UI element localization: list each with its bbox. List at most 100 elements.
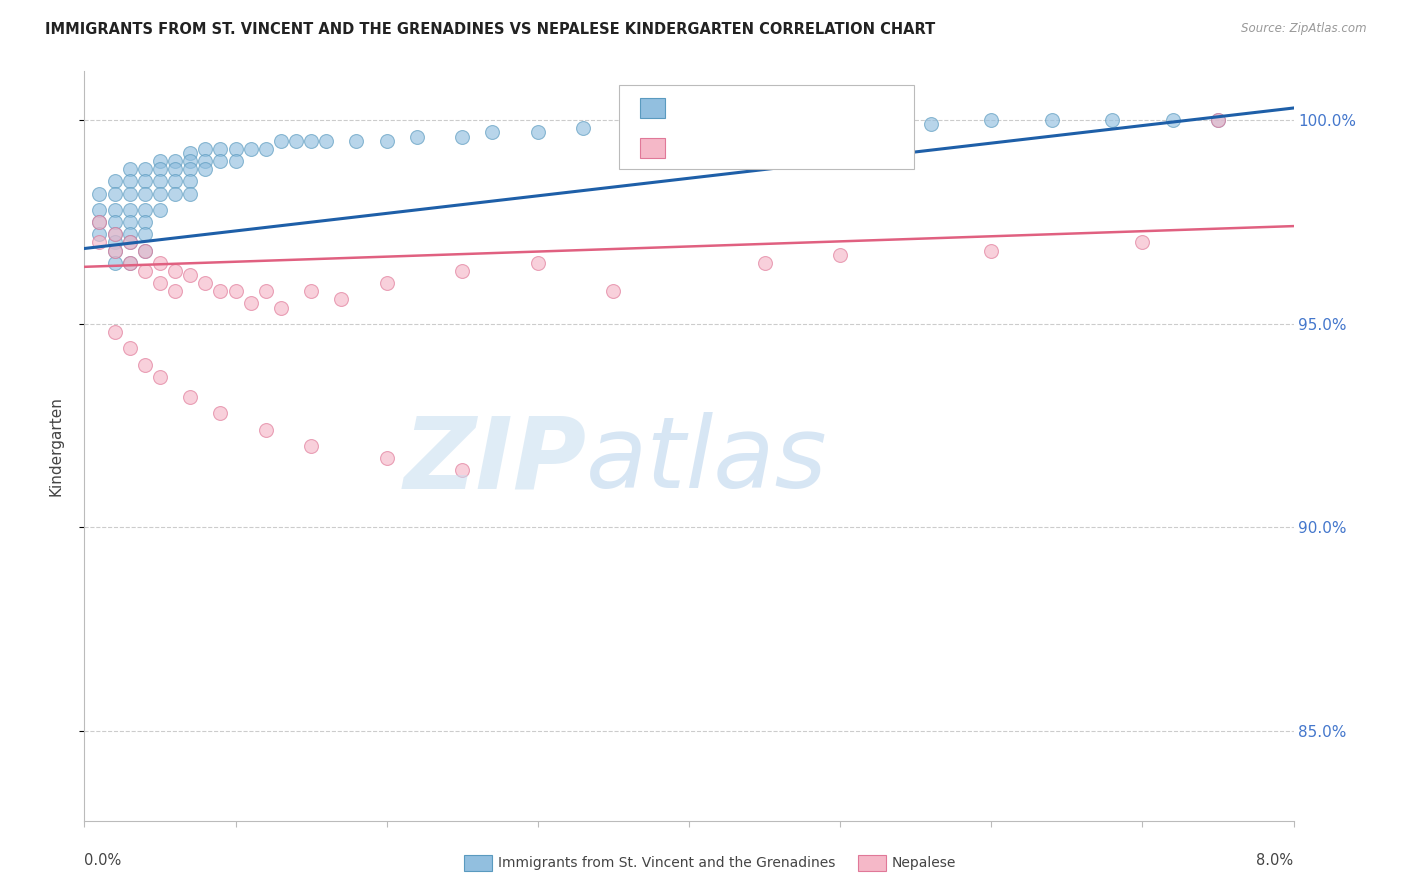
Point bbox=[134, 162, 156, 177]
Point bbox=[104, 186, 127, 201]
Point bbox=[346, 134, 368, 148]
Point bbox=[104, 215, 127, 229]
Point bbox=[254, 285, 277, 299]
Point bbox=[225, 142, 247, 156]
Point bbox=[89, 202, 111, 217]
Point bbox=[194, 153, 217, 168]
Point bbox=[330, 293, 353, 307]
Text: Source: ZipAtlas.com: Source: ZipAtlas.com bbox=[1241, 22, 1367, 36]
Point bbox=[104, 244, 127, 258]
Point bbox=[104, 256, 127, 270]
Point bbox=[527, 256, 550, 270]
Point bbox=[134, 202, 156, 217]
Point bbox=[1040, 113, 1063, 128]
Point bbox=[134, 227, 156, 242]
Text: R = 0.393: R = 0.393 bbox=[676, 99, 768, 117]
Point bbox=[104, 235, 127, 250]
Text: Immigrants from St. Vincent and the Grenadines: Immigrants from St. Vincent and the Gren… bbox=[498, 856, 835, 871]
Point bbox=[118, 235, 141, 250]
Point bbox=[194, 276, 217, 290]
Point bbox=[179, 145, 201, 160]
Point bbox=[134, 186, 156, 201]
Point bbox=[194, 142, 217, 156]
Point bbox=[134, 174, 156, 188]
Point bbox=[165, 264, 187, 278]
Point bbox=[1161, 113, 1184, 128]
Text: 8.0%: 8.0% bbox=[1257, 854, 1294, 868]
Point bbox=[149, 186, 172, 201]
Point bbox=[165, 186, 187, 201]
Point bbox=[89, 235, 111, 250]
Point bbox=[299, 285, 322, 299]
Point bbox=[104, 174, 127, 188]
Point bbox=[375, 451, 398, 466]
Point bbox=[920, 117, 942, 131]
Y-axis label: Kindergarten: Kindergarten bbox=[49, 396, 63, 496]
Point bbox=[149, 153, 172, 168]
Point bbox=[617, 121, 640, 136]
Text: N = 40: N = 40 bbox=[758, 139, 820, 157]
Point bbox=[179, 268, 201, 282]
Point bbox=[118, 235, 141, 250]
Point bbox=[179, 390, 201, 404]
Text: ZIP: ZIP bbox=[404, 412, 586, 509]
Point bbox=[602, 285, 624, 299]
Point bbox=[451, 463, 474, 477]
Point bbox=[451, 129, 474, 144]
Point bbox=[118, 341, 141, 355]
Point bbox=[1206, 113, 1229, 128]
Point bbox=[118, 227, 141, 242]
Point bbox=[209, 285, 232, 299]
Point bbox=[1206, 113, 1229, 128]
Point bbox=[270, 301, 292, 315]
Point bbox=[104, 325, 127, 339]
Point bbox=[149, 276, 172, 290]
Point bbox=[104, 202, 127, 217]
Point bbox=[89, 215, 111, 229]
Point bbox=[149, 162, 172, 177]
Point bbox=[149, 202, 172, 217]
Point bbox=[134, 215, 156, 229]
Point bbox=[149, 369, 172, 384]
Point bbox=[194, 162, 217, 177]
Point bbox=[165, 162, 187, 177]
Point bbox=[118, 162, 141, 177]
Point bbox=[89, 186, 111, 201]
Point bbox=[1132, 235, 1154, 250]
Point bbox=[315, 134, 337, 148]
Point bbox=[299, 134, 322, 148]
Point bbox=[165, 153, 187, 168]
Text: Nepalese: Nepalese bbox=[891, 856, 956, 871]
Point bbox=[89, 227, 111, 242]
Point bbox=[254, 423, 277, 437]
Point bbox=[859, 117, 882, 131]
Point bbox=[754, 256, 776, 270]
Point bbox=[799, 117, 821, 131]
Point bbox=[134, 264, 156, 278]
Point bbox=[118, 202, 141, 217]
Point bbox=[149, 174, 172, 188]
Point bbox=[118, 256, 141, 270]
Point bbox=[209, 153, 232, 168]
Point bbox=[179, 174, 201, 188]
Point bbox=[118, 256, 141, 270]
Point bbox=[165, 285, 187, 299]
Point bbox=[738, 117, 761, 131]
Point bbox=[179, 153, 201, 168]
Point bbox=[225, 153, 247, 168]
Point bbox=[149, 256, 172, 270]
Point bbox=[225, 285, 247, 299]
Point bbox=[375, 134, 398, 148]
Point bbox=[254, 142, 277, 156]
Point bbox=[89, 215, 111, 229]
Point bbox=[270, 134, 292, 148]
Point bbox=[209, 142, 232, 156]
Point bbox=[299, 439, 322, 453]
Text: R = 0.156: R = 0.156 bbox=[676, 139, 766, 157]
Point bbox=[118, 215, 141, 229]
Point bbox=[179, 162, 201, 177]
Point bbox=[1101, 113, 1123, 128]
Point bbox=[481, 125, 503, 139]
Text: IMMIGRANTS FROM ST. VINCENT AND THE GRENADINES VS NEPALESE KINDERGARTEN CORRELAT: IMMIGRANTS FROM ST. VINCENT AND THE GREN… bbox=[45, 22, 935, 37]
Point bbox=[980, 244, 1002, 258]
